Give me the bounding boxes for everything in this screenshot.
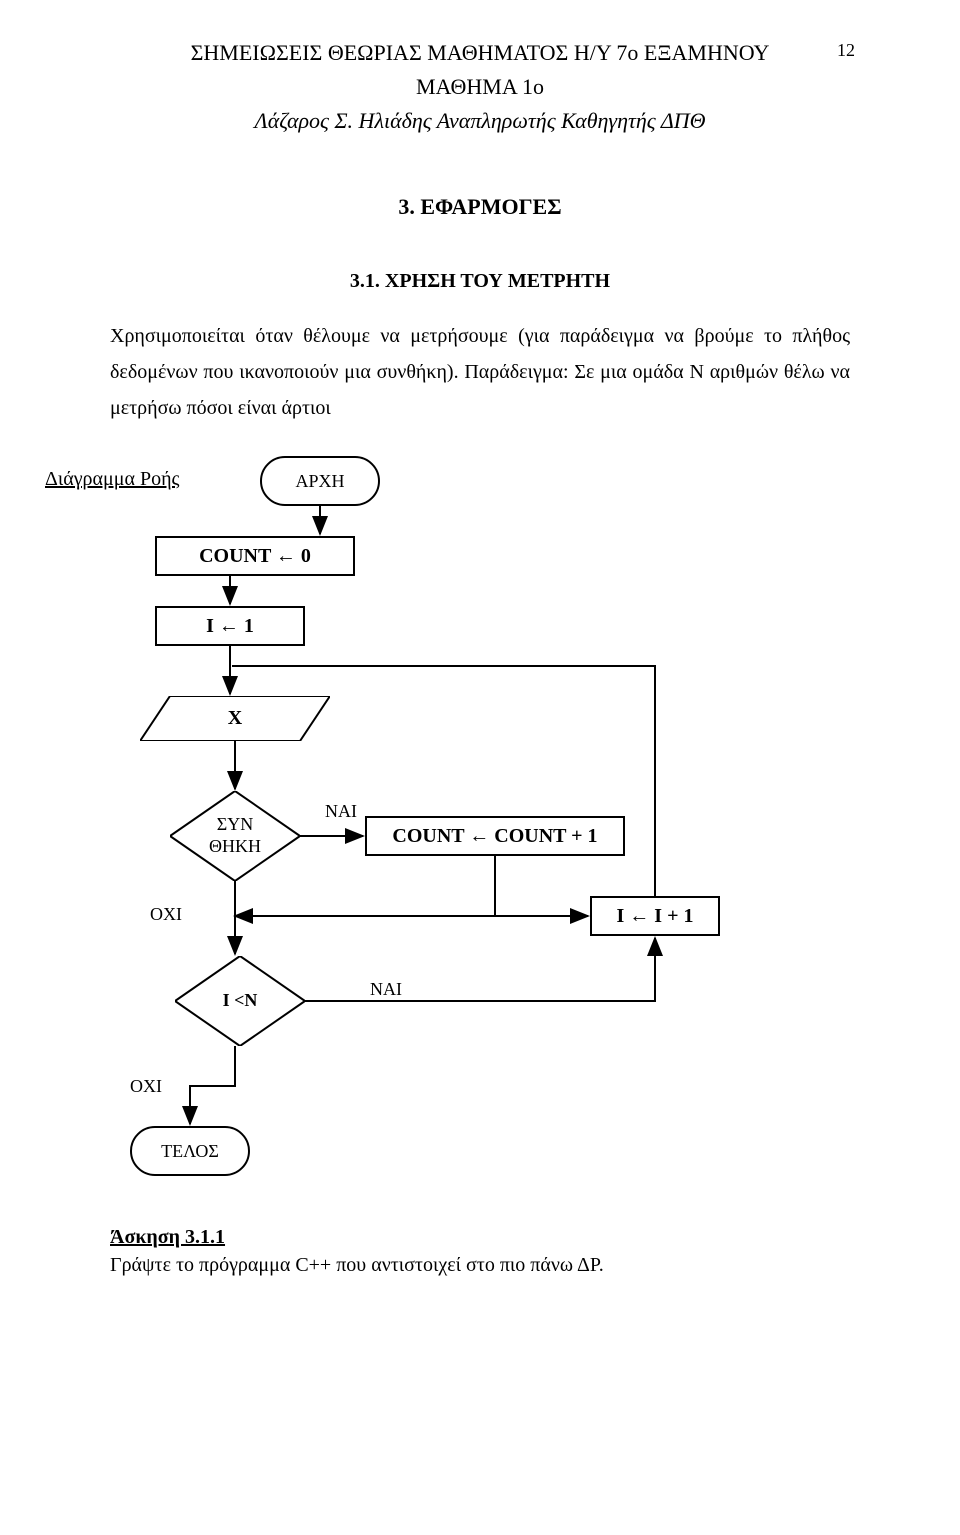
exercise-text: Γράψτε το πρόγραμμα C++ που αντιστοιχεί … — [110, 1249, 850, 1281]
subsection-heading: 3.1. ΧΡΗΣΗ ΤΟΥ ΜΕΤΡΗΤΗ — [110, 270, 850, 293]
decision-loop-text: I <N — [223, 990, 258, 1012]
page-number: 12 — [837, 40, 855, 61]
flowchart-decision-cond: ΣΥΝ ΘΗΚΗ — [170, 791, 300, 881]
inc-count-text: COUNT ← COUNT + 1 — [392, 825, 597, 848]
section-heading: 3. ΕΦΑΡΜΟΓΕΣ — [110, 194, 850, 220]
inc-i-text: I ← I + 1 — [617, 905, 694, 928]
label-no-1: ΟΧΙ — [150, 904, 182, 925]
end-text: ΤΕΛΟΣ — [161, 1141, 219, 1162]
label-no-2: ΟΧΙ — [130, 1076, 162, 1097]
flowchart-inc-count: COUNT ← COUNT + 1 — [365, 816, 625, 856]
flowchart-init-i: I ← 1 — [155, 606, 305, 646]
start-text: ΑΡΧΗ — [295, 471, 344, 492]
flowchart-start: ΑΡΧΗ — [260, 456, 380, 506]
label-yes-1: ΝΑΙ — [325, 801, 357, 822]
author-line: Λάζαρος Σ. Ηλιάδης Αναπληρωτής Καθηγητής… — [110, 108, 850, 134]
flowchart-input-x: X — [140, 696, 330, 741]
cond-line1: ΣΥΝ — [217, 814, 253, 834]
cond-line2: ΘΗΚΗ — [209, 836, 261, 856]
flowchart-inc-i: I ← I + 1 — [590, 896, 720, 936]
flowchart-container: Διάγραμμα Ροής ΑΡΧΗ — [110, 456, 850, 1216]
body-paragraph: Χρησιμοποιείται όταν θέλουμε να μετρήσου… — [110, 318, 850, 426]
flowchart-decision-loop: I <N — [175, 956, 305, 1046]
lesson-title: ΜΑΘΗΜΑ 1ο — [110, 74, 850, 100]
init-count-text: COUNT ← 0 — [199, 545, 311, 568]
flowchart-end: ΤΕΛΟΣ — [130, 1126, 250, 1176]
flowchart-init-count: COUNT ← 0 — [155, 536, 355, 576]
decision-cond-text: ΣΥΝ ΘΗΚΗ — [209, 814, 261, 857]
exercise-heading: Άσκηση 3.1.1 — [110, 1226, 850, 1249]
label-yes-2: ΝΑΙ — [370, 979, 402, 1000]
init-i-text: I ← 1 — [206, 615, 254, 638]
doc-header: ΣΗΜΕΙΩΣΕΙΣ ΘΕΩΡΙΑΣ ΜΑΘΗΜΑΤΟΣ Η/Υ 7ο ΕΞΑΜ… — [110, 40, 850, 66]
input-x-text: X — [228, 707, 242, 730]
